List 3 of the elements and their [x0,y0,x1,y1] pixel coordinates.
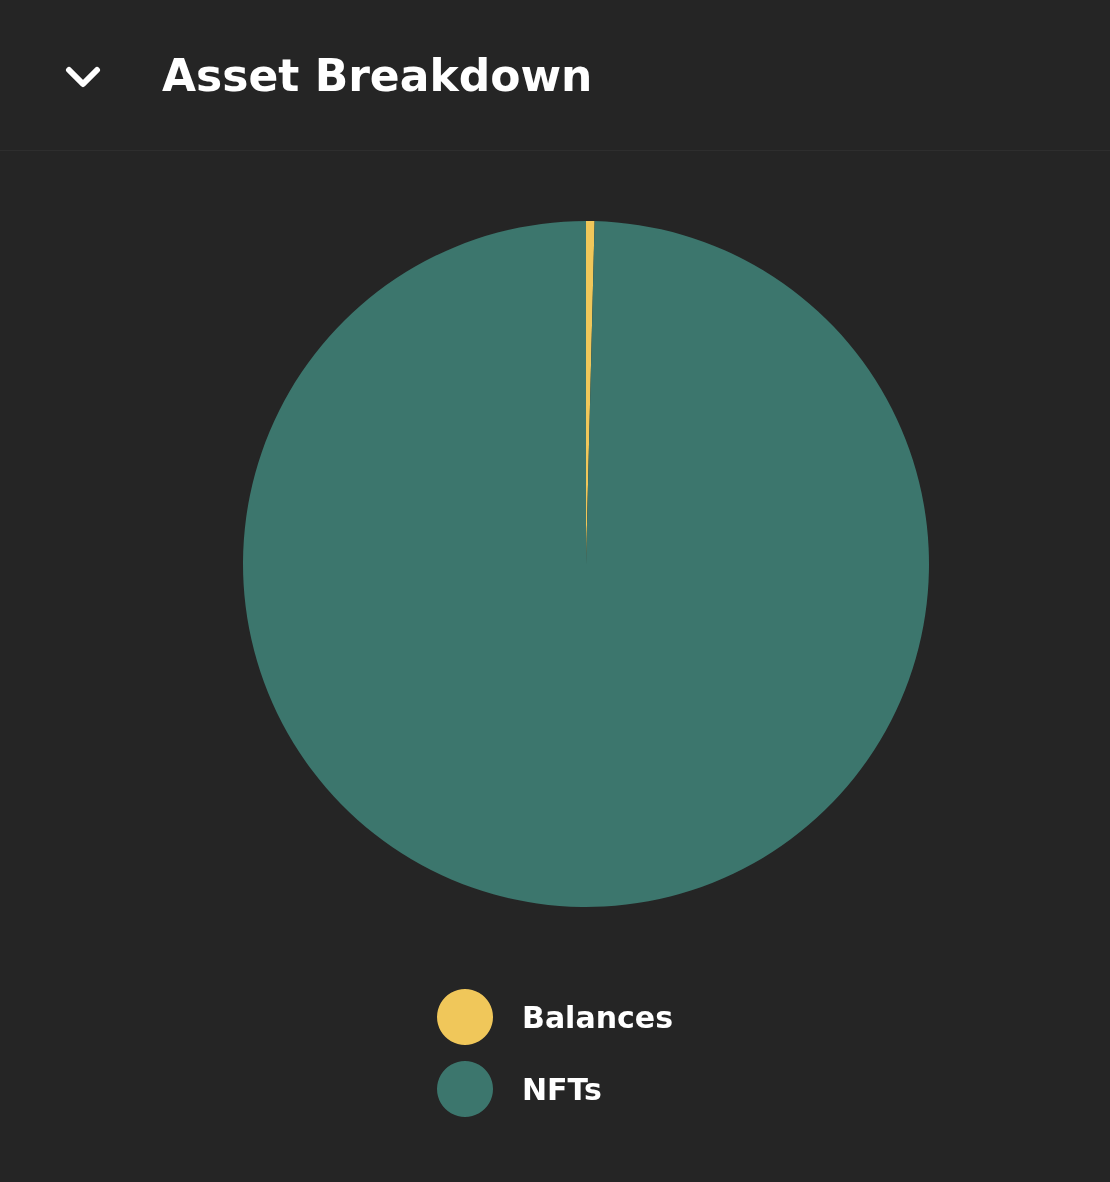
legend-label: NFTs [522,1071,602,1107]
legend-label: Balances [522,999,673,1035]
chart-title: Asset Breakdown [162,49,593,101]
